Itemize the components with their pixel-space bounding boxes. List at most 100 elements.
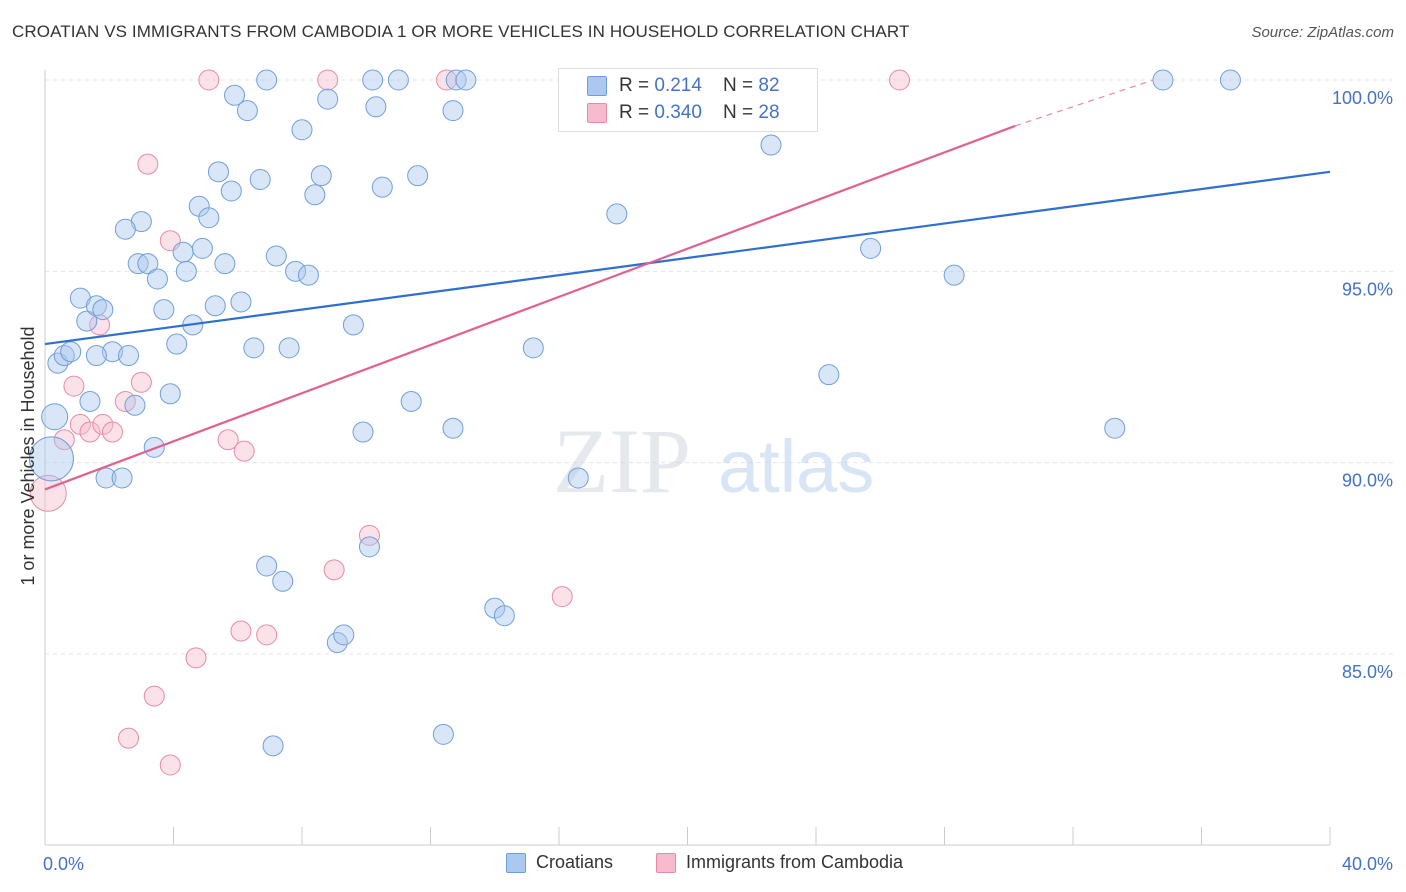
croatians-point — [442, 417, 464, 439]
croatians-point — [101, 341, 123, 363]
croatians-point — [175, 260, 197, 282]
cambodia-point — [256, 624, 278, 646]
croatians-point — [297, 264, 319, 286]
axis-labels: 85.0% 90.0% 95.0% 100.0% 0.0% 40.0% — [43, 88, 1393, 874]
legend-swatch-pink — [587, 103, 607, 123]
legend-n-value: 28 — [758, 102, 780, 123]
croatians-point — [285, 260, 307, 282]
croatians-point — [352, 421, 374, 443]
chart-title: CROATIAN VS IMMIGRANTS FROM CAMBODIA 1 O… — [12, 22, 910, 41]
croatians-point — [1104, 417, 1126, 439]
croatians-point — [159, 383, 181, 405]
croatians-point — [236, 100, 258, 122]
croatians-point — [818, 364, 840, 386]
croatians-point — [220, 180, 242, 202]
croatians-point — [567, 467, 589, 489]
legend-swatch-pink — [656, 852, 676, 873]
cambodia-point — [198, 69, 220, 91]
cambodia-point — [889, 69, 911, 91]
croatians-point — [249, 168, 271, 190]
croatians-point — [204, 295, 226, 317]
croatians-point — [1152, 69, 1174, 91]
legend-r-value: 0.340 — [654, 102, 702, 123]
cambodia-point — [79, 421, 101, 443]
croatians-point — [76, 310, 98, 332]
croatians-point — [265, 245, 287, 267]
croatians-point — [153, 299, 175, 321]
trend-lines — [44, 79, 1331, 491]
cambodia-point — [230, 620, 252, 642]
croatians-point — [256, 69, 278, 91]
cambodia-trend-line — [44, 124, 1016, 491]
croatians-point — [92, 299, 114, 321]
legend-label-croatians: Croatians — [536, 852, 614, 872]
cambodia-point — [63, 375, 85, 397]
croatians-point — [760, 134, 782, 156]
x-tick-label: 40.0% — [1342, 854, 1393, 874]
series-cambodia-points — [29, 69, 911, 776]
croatians-point — [606, 203, 628, 225]
croatians-point — [432, 723, 454, 745]
croatians-point — [291, 119, 313, 141]
legend-swatch-blue — [506, 852, 526, 873]
croatians-point — [310, 165, 332, 187]
croatians-point — [522, 337, 544, 359]
cambodia-point — [137, 153, 159, 175]
croatians-point — [362, 69, 384, 91]
croatians-point — [400, 390, 422, 412]
croatians-point — [407, 165, 429, 187]
cambodia-point — [233, 440, 255, 462]
legend-swatch-blue — [587, 76, 607, 96]
croatians-point — [85, 345, 107, 367]
croatians-point — [85, 295, 107, 317]
croatians-point — [114, 218, 136, 240]
croatians-point — [365, 96, 387, 118]
croatians-point — [118, 345, 140, 367]
y-tick-label: 95.0% — [1342, 279, 1393, 299]
legend-n-label: N = — [723, 102, 759, 123]
series-legend: Croatians Immigrants from Cambodia — [0, 852, 1406, 878]
croatians-point — [111, 467, 133, 489]
cambodia-point — [317, 69, 339, 91]
legend-label-cambodia: Immigrants from Cambodia — [686, 852, 904, 872]
croatians-point — [137, 253, 159, 275]
cambodia-point — [143, 685, 165, 707]
gridlines — [45, 79, 1395, 655]
croatians-point — [358, 536, 380, 558]
croatians-point — [214, 253, 236, 275]
croatians-point — [53, 345, 75, 367]
croatians-point — [387, 69, 409, 91]
cambodia-point — [53, 429, 75, 451]
croatians-point — [41, 403, 69, 431]
legend-r-label: R = — [619, 75, 655, 96]
croatians-point — [1219, 69, 1241, 91]
watermark-atlas: atlas — [718, 425, 874, 508]
croatians-point — [304, 184, 326, 206]
y-axis-label: 1 or more Vehicles in Household — [18, 326, 38, 585]
cambodia-point — [551, 586, 573, 608]
watermark: ZIP atlas — [553, 410, 874, 512]
y-tick-label: 100.0% — [1332, 88, 1393, 108]
croatians-point — [278, 337, 300, 359]
cambodia-point — [101, 421, 123, 443]
croatians-point — [191, 237, 213, 259]
cambodia-point — [130, 371, 152, 393]
croatians-trend-line — [44, 170, 1331, 346]
croatians-point — [442, 100, 464, 122]
watermark-zip: ZIP — [553, 410, 691, 512]
croatians-point — [272, 570, 294, 592]
series-croatians-points — [28, 69, 1241, 757]
legend-n-label: N = — [723, 75, 759, 96]
legend-item-cambodia[interactable]: Immigrants from Cambodia — [656, 852, 903, 873]
croatians-point — [256, 555, 278, 577]
croatians-point — [124, 394, 146, 416]
croatians-point — [262, 735, 284, 757]
croatians-point — [943, 264, 965, 286]
croatians-point — [230, 291, 252, 313]
croatians-point — [243, 337, 265, 359]
legend-item-croatians[interactable]: Croatians — [506, 852, 613, 873]
croatians-point — [860, 237, 882, 259]
croatians-point — [166, 333, 188, 355]
correlation-legend: R = 0.214 N = 82 R = 0.340 N = 28 — [558, 68, 818, 132]
